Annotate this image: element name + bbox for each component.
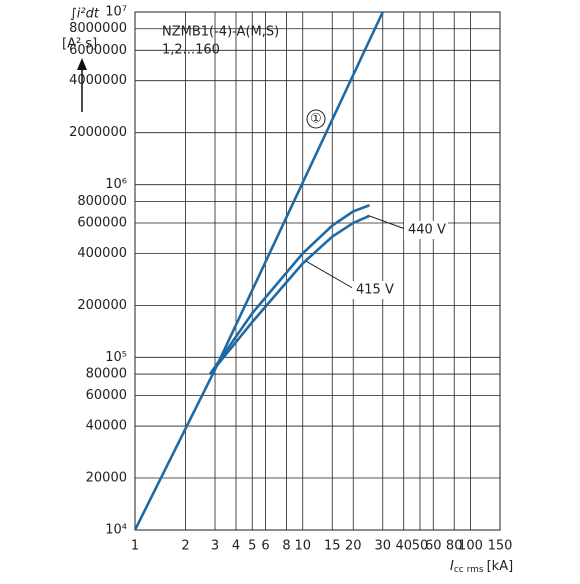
x-label-unit: [kA] bbox=[487, 559, 514, 574]
series-line bbox=[208, 214, 371, 375]
y-tick-label: 60000 bbox=[86, 388, 127, 403]
y-tick-label: 200000 bbox=[77, 298, 127, 313]
x-tick-label: 2 bbox=[181, 539, 189, 554]
y-tick-label: 10⁴ bbox=[105, 523, 127, 538]
y-tick-label: 10⁷ bbox=[105, 5, 127, 20]
y-tick-label: 10⁶ bbox=[105, 177, 127, 192]
label-bg bbox=[352, 281, 396, 299]
y-tick-label: 600000 bbox=[77, 215, 127, 230]
label-bg bbox=[404, 221, 448, 239]
chart-title: NZMB1(-4)-A(M,S) bbox=[162, 25, 279, 40]
y-label: ∫i²dt bbox=[70, 7, 100, 22]
x-tick-label: 3 bbox=[211, 539, 219, 554]
x-tick-label: 6 bbox=[261, 539, 269, 554]
y-tick-label: 400000 bbox=[77, 246, 127, 261]
x-tick-label: 1 bbox=[131, 539, 139, 554]
x-label-symbol: I bbox=[450, 559, 454, 574]
x-tick-label: 15 bbox=[324, 539, 341, 554]
title-bg bbox=[160, 24, 272, 62]
leader-line bbox=[306, 260, 357, 291]
y-arrow-head bbox=[77, 58, 87, 70]
x-tick-label: 4 bbox=[232, 539, 240, 554]
y-tick-label: 2000000 bbox=[69, 125, 127, 140]
x-tick-label: 50 bbox=[412, 539, 429, 554]
x-tick-label: 40 bbox=[395, 539, 412, 554]
series-name: ① bbox=[310, 112, 322, 127]
plot-frame bbox=[134, 11, 501, 531]
x-tick-label: 20 bbox=[345, 539, 362, 554]
x-label-sub: cc rms bbox=[454, 565, 484, 575]
x-tick-label: 30 bbox=[374, 539, 391, 554]
x-tick-label: 80 bbox=[446, 539, 463, 554]
leader-line bbox=[367, 214, 409, 231]
y-tick-label: 20000 bbox=[86, 471, 127, 486]
y-unit: [A² s] bbox=[62, 37, 97, 52]
x-label: Icc rms [kA] bbox=[450, 559, 513, 575]
series-marker-circle bbox=[306, 109, 326, 129]
x-tick-label: 60 bbox=[425, 539, 442, 554]
y-tick-label: 80000 bbox=[86, 367, 127, 382]
x-tick-label: 100 bbox=[458, 539, 483, 554]
y-tick-label: 6000000 bbox=[69, 43, 127, 58]
x-tick-label: 150 bbox=[488, 539, 513, 554]
y-tick-label: 4000000 bbox=[69, 73, 127, 88]
series-name: 440 V bbox=[408, 223, 446, 238]
series-name: 415 V bbox=[356, 283, 394, 298]
x-tick-label: 5 bbox=[248, 539, 256, 554]
x-tick-label: 8 bbox=[282, 539, 290, 554]
y-tick-label: 800000 bbox=[77, 194, 127, 209]
x-tick-label: 10 bbox=[294, 539, 311, 554]
y-tick-label: 10⁵ bbox=[105, 350, 127, 365]
y-tick-label: 40000 bbox=[86, 419, 127, 434]
y-tick-label: 8000000 bbox=[69, 21, 127, 36]
series-line bbox=[208, 204, 370, 375]
series-line bbox=[133, 11, 384, 531]
